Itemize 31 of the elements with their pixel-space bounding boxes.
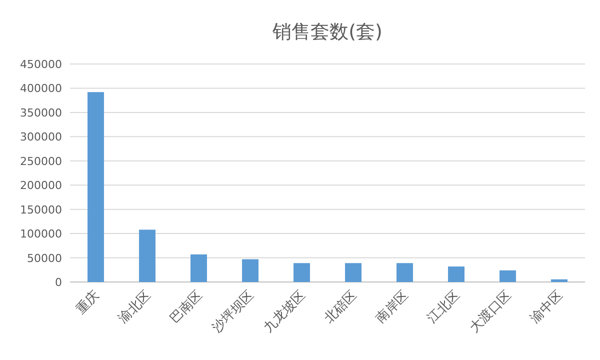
bar xyxy=(551,279,568,282)
x-tick-label: 渝北区 xyxy=(116,288,154,326)
x-tick-label: 北碚区 xyxy=(322,288,360,326)
x-tick-label: 渝中区 xyxy=(528,288,566,326)
x-tick-label: 重庆 xyxy=(74,288,103,318)
y-tick-label: 50000 xyxy=(27,252,62,265)
x-tick-label: 九龙坡区 xyxy=(261,288,309,336)
x-tick-label: 江北区 xyxy=(424,288,464,326)
bar xyxy=(448,266,464,282)
y-tick-label: 450000 xyxy=(20,58,62,71)
y-tick-label: 150000 xyxy=(20,203,62,216)
bar xyxy=(139,230,156,282)
y-tick-label: 100000 xyxy=(20,228,62,241)
y-tick-label: 0 xyxy=(55,276,62,289)
x-tick-label: 沙坪坝区 xyxy=(210,288,258,336)
x-tick-label: 巴南区 xyxy=(167,288,206,326)
bar xyxy=(294,263,310,282)
y-tick-label: 200000 xyxy=(20,179,62,192)
bar xyxy=(396,263,413,282)
chart-title: 销售套数(套) xyxy=(272,21,382,43)
x-tick-label: 南岸区 xyxy=(373,288,412,326)
bar xyxy=(345,263,362,282)
y-tick-label: 350000 xyxy=(20,106,62,120)
y-tick-label: 250000 xyxy=(20,154,62,168)
y-tick-label: 300000 xyxy=(20,130,62,144)
bar xyxy=(242,259,258,282)
bar xyxy=(190,254,207,282)
bar xyxy=(500,270,516,282)
bar xyxy=(88,92,104,282)
y-tick-label: 400000 xyxy=(20,82,62,96)
x-tick-label: 大渡口区 xyxy=(467,288,515,336)
